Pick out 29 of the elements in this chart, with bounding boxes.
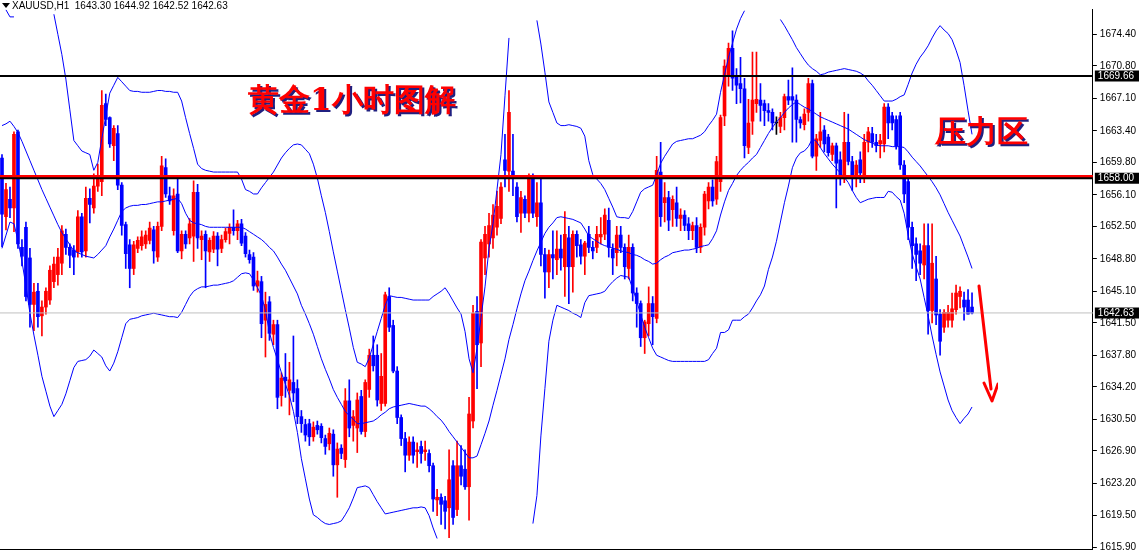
y-tick-label: 1670.80 <box>1099 59 1137 71</box>
y-tick-label: 1630.50 <box>1099 413 1137 425</box>
y-tick-label: 1637.80 <box>1099 349 1137 361</box>
candlestick <box>551 230 555 280</box>
candlestick <box>87 188 92 224</box>
y-tick-label: 1648.80 <box>1099 252 1137 264</box>
candlestick <box>435 489 439 517</box>
ref-line-label: 1642.63 <box>1097 306 1135 318</box>
y-tick-label: 1634.20 <box>1099 380 1137 392</box>
y-tick-label: 1663.40 <box>1099 124 1137 136</box>
y-tick-label: 1626.90 <box>1099 444 1137 456</box>
y-tick-label: 1656.10 <box>1099 188 1137 200</box>
y-tick-label: 1645.10 <box>1099 285 1137 297</box>
annotation: 压力区 <box>935 113 1028 149</box>
ref-line-label: 1669.66 <box>1097 69 1135 81</box>
candlestick <box>555 230 559 275</box>
y-tick-label: 1667.10 <box>1099 92 1137 104</box>
y-tick-label: 1623.20 <box>1099 477 1137 488</box>
y-tick-label: 1641.50 <box>1099 316 1137 328</box>
y-tick-label: 1615.90 <box>1099 541 1137 552</box>
chart-title: XAUUSD,H1 1643.30 1644.92 1642.52 1642.63 <box>12 0 228 11</box>
y-tick-label: 1674.40 <box>1099 28 1137 40</box>
y-tick-label: 1659.80 <box>1099 156 1137 168</box>
candlestick <box>559 234 563 271</box>
y-tick-label: 1619.50 <box>1099 509 1137 521</box>
candlestick <box>439 493 443 525</box>
annotation: 黄金1小时图解 <box>248 81 456 117</box>
ref-line-label: 1658.00 <box>1097 171 1135 183</box>
y-tick-label: 1652.50 <box>1099 220 1137 232</box>
